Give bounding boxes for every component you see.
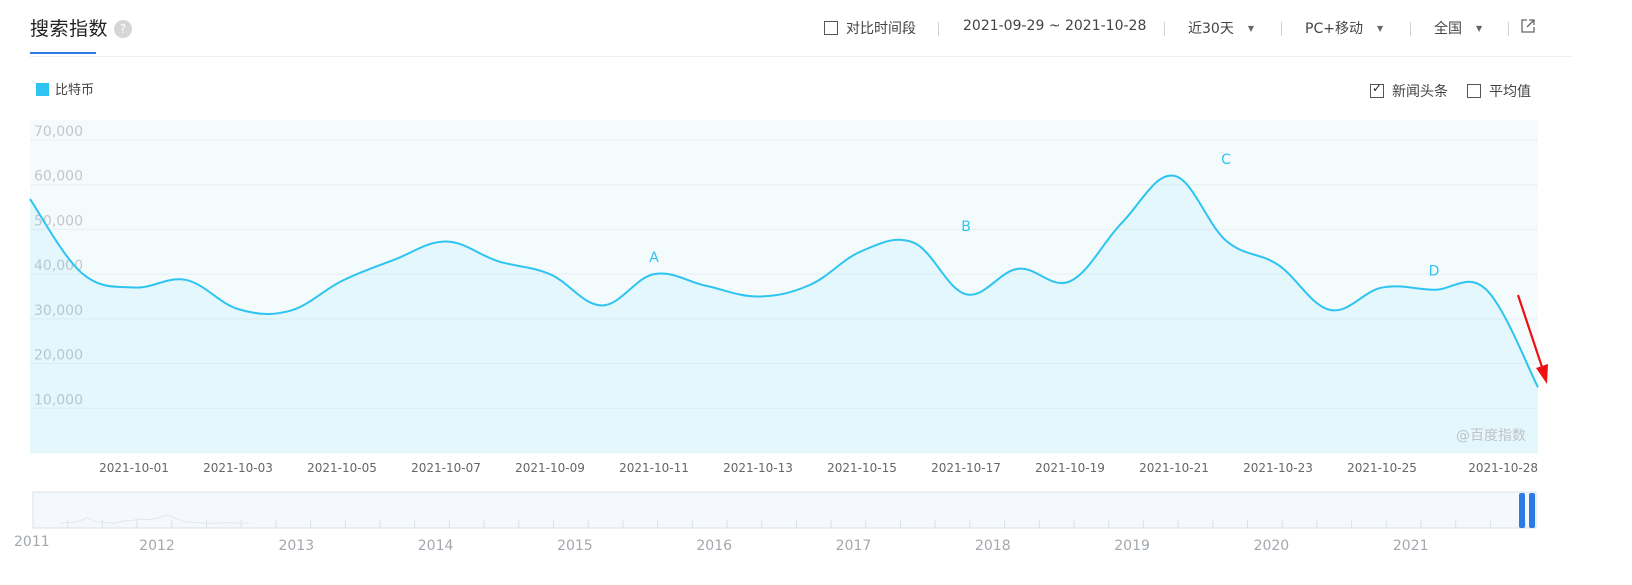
caret-down-icon: ▼ xyxy=(1247,24,1254,33)
header-divider xyxy=(30,56,1572,57)
average-checkbox[interactable] xyxy=(1467,84,1481,98)
annotation-label[interactable]: A xyxy=(649,250,659,266)
x-tick-label: 2021-10-25 xyxy=(1347,461,1417,475)
period-select[interactable]: 近30天 ▼ xyxy=(1188,18,1254,38)
average-toggle[interactable]: 平均值 xyxy=(1467,81,1531,101)
question-circle-icon[interactable]: ? xyxy=(114,20,133,38)
x-tick-label: 2021-10-11 xyxy=(619,461,689,475)
page-title: 搜索指数 xyxy=(30,18,109,40)
toolbar-separator xyxy=(1508,22,1509,36)
series-area xyxy=(30,175,1538,453)
y-tick-label: 70,000 xyxy=(34,124,83,140)
grid-lines xyxy=(30,139,1538,409)
annotation-label[interactable]: B xyxy=(961,219,971,235)
legend[interactable]: 比特币 xyxy=(36,79,94,98)
compare-period-toggle[interactable]: 对比时间段 xyxy=(824,18,916,38)
toolbar-separator xyxy=(1164,22,1165,36)
x-tick-label: 2021-10-07 xyxy=(411,461,481,475)
x-tick-label: 2021-10-05 xyxy=(307,461,377,475)
red-arrow-annotation xyxy=(1516,294,1548,384)
toolbar-separator xyxy=(1281,22,1282,36)
overview-year-label: 2015 xyxy=(557,538,593,554)
x-tick-label: 2021-10-28 xyxy=(1468,461,1538,475)
watermark: @百度指数 xyxy=(1456,428,1526,444)
toolbar-separator xyxy=(1410,22,1411,36)
x-tick-label: 2021-10-19 xyxy=(1035,461,1105,475)
overview-track[interactable] xyxy=(32,491,1537,529)
device-select[interactable]: PC+移动 ▼ xyxy=(1305,18,1383,38)
toolbar-separator xyxy=(938,22,939,36)
overview-year-label: 2018 xyxy=(975,538,1011,554)
x-tick-label: 2021-10-17 xyxy=(931,461,1001,475)
x-tick-label: 2021-10-09 xyxy=(515,461,585,475)
x-tick-label: 2021-10-13 xyxy=(723,461,793,475)
overview-year-label: 2016 xyxy=(696,538,732,554)
news-toggle[interactable]: 新闻头条 xyxy=(1370,81,1448,101)
y-tick-label: 40,000 xyxy=(34,258,83,274)
legend-label: 比特币 xyxy=(55,83,95,98)
y-tick-label: 60,000 xyxy=(34,169,83,185)
legend-swatch xyxy=(36,83,49,96)
active-tab-indicator xyxy=(30,52,96,54)
y-axis-ticks: 10,000 20,000 30,000 40,000 50,000 60,000 70,0… xyxy=(34,124,83,408)
annotation-label[interactable]: D xyxy=(1429,264,1440,280)
region-value: 全国 xyxy=(1434,21,1462,37)
caret-down-icon: ▼ xyxy=(1476,24,1483,33)
period-value: 近30天 xyxy=(1188,21,1234,37)
overview-year-label: 2020 xyxy=(1254,538,1290,554)
y-tick-label: 30,000 xyxy=(34,303,83,319)
x-tick-label: 2021-10-01 xyxy=(99,461,169,475)
range-handle-right[interactable] xyxy=(1529,493,1535,528)
average-label: 平均值 xyxy=(1489,84,1531,100)
overview-year-labels: 2011 2012 2013 2014 2015 2016 2017 2018 2019 2020… xyxy=(14,534,1429,554)
overview-year-label: 2011 xyxy=(14,534,50,550)
overview-year-label: 2019 xyxy=(1114,538,1150,554)
range-handle-left[interactable] xyxy=(1519,493,1525,528)
caret-down-icon: ▼ xyxy=(1376,24,1384,33)
overview-ticks xyxy=(32,520,1526,528)
date-range-value: 2021-09-29 ~ 2021-10-28 xyxy=(963,18,1147,34)
series-line[interactable] xyxy=(29,174,1539,388)
plot-area xyxy=(30,120,1538,454)
overview-year-label: 2017 xyxy=(836,538,872,554)
news-label: 新闻头条 xyxy=(1392,84,1448,100)
compare-label: 对比时间段 xyxy=(846,21,916,37)
news-checkbox[interactable] xyxy=(1370,81,1384,98)
annotations: A B C D xyxy=(649,152,1439,280)
x-tick-label: 2021-10-21 xyxy=(1139,461,1209,475)
x-tick-label: 2021-10-03 xyxy=(203,461,273,475)
overview-year-label: 2012 xyxy=(139,538,175,554)
x-tick-label: 2021-10-15 xyxy=(827,461,897,475)
x-axis-ticks: 2021-10-01 2021-10-03 2021-10-05 2021-10-07… xyxy=(99,461,1538,475)
annotation-label[interactable]: C xyxy=(1221,152,1231,168)
x-tick-label: 2021-10-23 xyxy=(1243,461,1313,475)
y-tick-label: 10,000 xyxy=(34,392,83,408)
device-value: PC+移动 xyxy=(1305,21,1363,37)
overview-sparkline xyxy=(59,514,249,524)
compare-checkbox[interactable] xyxy=(824,21,838,35)
overview-year-label: 2021 xyxy=(1393,538,1429,554)
external-link-icon[interactable] xyxy=(1520,18,1536,34)
region-select[interactable]: 全国 ▼ xyxy=(1434,18,1482,38)
page-title-tab[interactable]: 搜索指数? xyxy=(30,14,133,56)
y-tick-label: 20,000 xyxy=(34,348,83,364)
overview-year-label: 2013 xyxy=(278,538,314,554)
overview-year-label: 2014 xyxy=(418,538,454,554)
date-range-picker[interactable]: 2021-09-29 ~ 2021-10-28 xyxy=(963,18,1146,34)
y-tick-label: 50,000 xyxy=(34,213,83,229)
